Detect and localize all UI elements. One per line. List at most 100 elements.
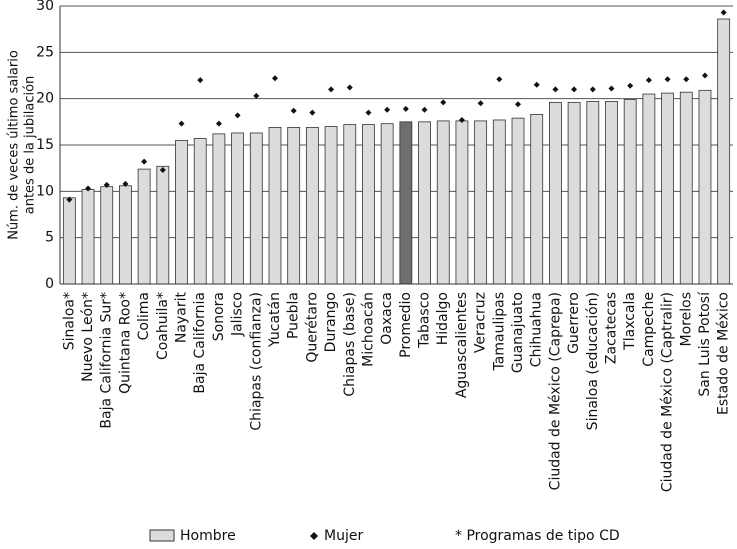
x-tick-label: Nayarit <box>174 292 190 344</box>
marker <box>683 76 690 83</box>
bar <box>642 93 656 285</box>
bar <box>717 18 731 285</box>
marker <box>645 77 652 84</box>
x-tick-label: Campeche <box>641 292 657 367</box>
legend-label: Hombre <box>180 528 236 544</box>
bar <box>399 121 413 285</box>
marker <box>533 81 540 88</box>
x-tick-label: Baja California Sur* <box>99 292 115 429</box>
x-tick-label: Hidalgo <box>435 292 451 345</box>
x-tick-label: Guerrero <box>566 292 582 354</box>
marker <box>701 72 708 79</box>
marker <box>365 109 372 116</box>
marker <box>720 9 727 16</box>
bar <box>231 132 244 285</box>
x-tick-label: Chiapas (base) <box>342 292 358 397</box>
x-tick-label: Sonora <box>211 292 227 341</box>
marker <box>458 116 465 123</box>
marker <box>552 86 559 93</box>
marker <box>589 86 596 93</box>
x-tick-label: Colima <box>136 292 152 340</box>
x-tick-label: Ciudad de México (Captralir) <box>660 292 676 492</box>
y-tick-label: 15 <box>36 137 54 153</box>
marker <box>477 100 484 107</box>
x-tick-label: Morelos <box>678 292 694 346</box>
y-tick-label: 30 <box>36 0 54 14</box>
x-tick-label: Quintana Roo* <box>117 292 133 394</box>
x-tick-label: Chihuahua <box>529 292 545 367</box>
bar <box>156 165 170 285</box>
marker <box>440 99 447 106</box>
marker <box>402 105 409 112</box>
bar <box>362 124 375 285</box>
marker <box>85 185 92 192</box>
bar <box>193 138 207 285</box>
y-tick-label: 25 <box>36 44 54 60</box>
marker <box>346 84 353 91</box>
marker <box>122 180 129 187</box>
y-tick-label: 10 <box>36 183 54 199</box>
marker <box>608 85 615 92</box>
x-tick-label: Yucatán <box>267 292 283 348</box>
marker <box>197 77 204 84</box>
legend-label: Mujer <box>324 528 363 544</box>
bar <box>324 126 338 285</box>
x-tick-label: Veracruz <box>473 292 489 353</box>
marker <box>159 167 166 174</box>
bar <box>62 197 76 285</box>
bar <box>268 126 282 285</box>
x-tick-label: Promedio <box>398 292 414 358</box>
marker <box>234 112 241 119</box>
x-tick-label: Sinaloa* <box>61 292 77 350</box>
marker <box>384 106 391 113</box>
x-tick-label: Chiapas (confianza) <box>248 292 264 431</box>
x-tick-label: Durango <box>323 292 339 352</box>
bar <box>343 124 357 285</box>
bar <box>492 119 506 285</box>
x-tick-label: Oaxaca <box>379 292 395 345</box>
y-tick-label: 0 <box>45 276 54 292</box>
x-tick-label: Querétaro <box>304 292 320 363</box>
x-tick-label: Jalisco <box>230 292 246 337</box>
marker <box>290 107 297 114</box>
marker <box>253 92 260 99</box>
bar <box>474 120 488 285</box>
bar <box>586 101 600 285</box>
x-tick-label: San Luis Potosí <box>697 291 713 397</box>
y-axis-label: Núm. de veces último salario <box>7 50 22 240</box>
x-tick-label: Puebla <box>286 292 302 339</box>
x-tick-label: Michoacán <box>360 292 376 367</box>
bar <box>137 168 151 285</box>
bar <box>100 186 114 285</box>
marker <box>271 75 278 82</box>
marker <box>421 106 428 113</box>
marker <box>215 120 222 127</box>
x-tick-label: Tabasco <box>417 292 433 349</box>
y-tick-label: 5 <box>45 230 54 246</box>
note: * Programas de tipo CD <box>455 528 620 544</box>
bar <box>380 123 394 285</box>
bar <box>698 89 712 285</box>
x-tick-label: Guanajuato <box>510 292 526 373</box>
marker <box>627 82 634 89</box>
x-tick-label: Estado de México <box>716 292 732 415</box>
bar <box>175 139 188 285</box>
bar <box>605 101 618 285</box>
bar <box>119 185 132 285</box>
bar <box>212 133 226 285</box>
y-axis-label: antes de la jubilación <box>23 76 38 215</box>
marker <box>178 120 185 127</box>
x-tick-label: Ciudad de México (Caprepa) <box>547 292 563 490</box>
bar <box>679 91 693 285</box>
marker <box>103 181 110 188</box>
legend-swatch <box>149 529 175 542</box>
marker <box>515 101 522 108</box>
x-tick-label: Baja California <box>192 292 208 394</box>
x-tick-label: Tlaxcala <box>622 292 638 351</box>
marker <box>664 76 671 83</box>
x-tick-label: Tamaulipas <box>491 292 507 371</box>
marker <box>328 86 335 93</box>
x-tick-label: Zacatecas <box>603 292 619 364</box>
legend-marker <box>310 532 318 540</box>
